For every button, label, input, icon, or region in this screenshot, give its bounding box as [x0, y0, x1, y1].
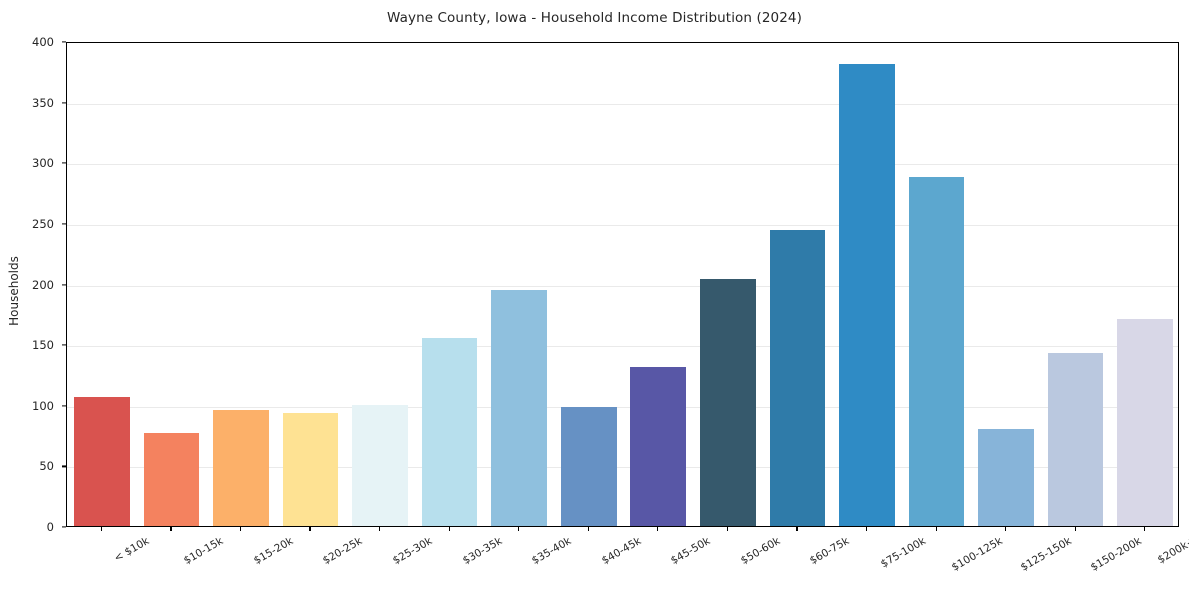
bar[interactable]: [1047, 352, 1104, 526]
x-tick-mark: [1005, 527, 1007, 531]
y-tick-mark: [62, 526, 66, 528]
x-tick-mark: [1074, 527, 1076, 531]
y-tick-label: 350: [32, 95, 54, 110]
x-tick-mark: [379, 527, 381, 531]
y-tick-mark: [62, 344, 66, 346]
x-tick-label: $25-30k: [390, 535, 435, 568]
y-axis-label: Households: [7, 256, 21, 326]
bar[interactable]: [769, 230, 826, 526]
x-tick-label: $10-15k: [182, 535, 226, 568]
x-tick-label: $100-125k: [949, 535, 1005, 574]
x-tick-mark: [1144, 527, 1146, 531]
bar[interactable]: [978, 429, 1034, 526]
x-tick-label: < $10k: [111, 535, 152, 565]
bar[interactable]: [421, 338, 478, 526]
x-tick-label: $35-40k: [529, 535, 574, 568]
bar[interactable]: [491, 289, 547, 526]
x-tick-mark: [309, 527, 311, 531]
x-tick-label: $75-100k: [878, 535, 928, 571]
x-tick-mark: [865, 527, 868, 531]
bar[interactable]: [282, 413, 339, 526]
x-tick-label: $125-150k: [1018, 535, 1074, 574]
y-tick-mark: [62, 405, 66, 407]
x-tick-mark: [448, 527, 450, 531]
y-tick-label: 200: [32, 277, 54, 292]
x-tick-mark: [518, 527, 520, 531]
x-tick-label: $60-75k: [808, 535, 852, 568]
bar[interactable]: [352, 404, 408, 526]
bar[interactable]: [1117, 318, 1174, 526]
x-tick-mark: [657, 527, 659, 531]
x-tick-mark: [935, 527, 937, 531]
plot-area: [66, 42, 1179, 527]
y-tick-mark: [62, 162, 66, 164]
x-axis: < $10k $10-15k $15-20k $20-25k $25-30k $30-35…: [66, 527, 1189, 590]
x-tick-mark: [796, 527, 798, 531]
y-tick-label: 300: [32, 156, 54, 171]
bar[interactable]: [143, 432, 200, 526]
x-tick-label: $50-60k: [738, 535, 783, 568]
x-tick-label: $15-20k: [251, 535, 296, 568]
y-tick-label: 150: [32, 338, 54, 353]
x-tick-label: $40-45k: [599, 535, 643, 568]
bar-series: [67, 43, 1178, 526]
y-tick-label: 250: [32, 216, 54, 231]
y-tick-label: 400: [32, 35, 54, 49]
y-tick-label: 100: [32, 398, 54, 413]
bar[interactable]: [213, 409, 269, 526]
bar[interactable]: [560, 407, 617, 526]
y-tick-mark: [62, 41, 66, 43]
y-tick-label: 50: [39, 459, 54, 474]
x-tick-mark: [726, 527, 729, 531]
x-tick-mark: [170, 527, 172, 531]
y-tick-label: 0: [46, 520, 54, 534]
y-tick-mark: [62, 465, 66, 467]
x-tick-label: $150-200k: [1088, 535, 1144, 574]
x-tick-mark: [587, 527, 589, 531]
x-tick-mark: [100, 527, 102, 531]
chart-title: Wayne County, Iowa - Household Income Di…: [387, 10, 802, 26]
bar[interactable]: [839, 64, 895, 526]
y-tick-mark: [62, 223, 66, 225]
x-tick-label: $20-25k: [321, 535, 365, 568]
bar[interactable]: [700, 278, 756, 526]
x-tick-label: $45-50k: [669, 535, 713, 568]
y-tick-mark: [62, 283, 66, 286]
bar[interactable]: [630, 367, 687, 526]
bar[interactable]: [908, 176, 965, 526]
x-tick-label: $30-35k: [460, 535, 504, 568]
y-tick-mark: [62, 102, 66, 104]
y-axis: Households 0 50 100 150 200 250 300 350 400: [0, 35, 66, 534]
bar[interactable]: [73, 397, 130, 526]
x-tick-mark: [239, 527, 242, 531]
x-tick-label: $200k+: [1155, 535, 1189, 567]
